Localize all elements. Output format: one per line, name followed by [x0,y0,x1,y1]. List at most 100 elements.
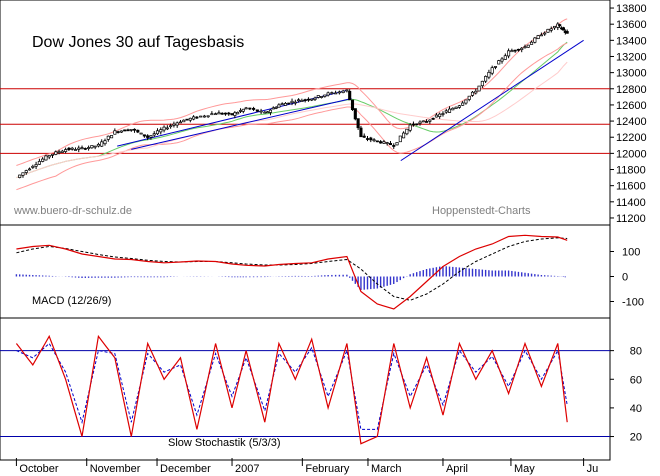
candle-body [188,117,192,121]
candle-body [266,111,270,114]
x-tick-label: March [371,463,402,475]
candle-body [447,108,452,113]
candle-body [415,123,419,126]
candle-body [202,115,206,118]
candle-body [41,158,45,162]
candle-body [530,41,534,45]
candle-body [195,116,199,119]
candle-body [438,113,442,117]
stochastic-label: Slow Stochastik (5/3/3) [168,437,281,449]
candle-body [510,50,514,53]
candle-body [96,144,100,147]
candle-body [248,107,252,110]
candle-body [330,92,334,94]
candle-body [431,118,435,120]
candle-body [467,95,471,100]
macd-lines [16,234,568,310]
candle-body [441,113,445,115]
price-tick-label: 13000 [616,68,647,80]
x-axis-labels: October November December 2007 February March… [15,458,598,475]
macd-y-ticks: 100 0 -100 [610,247,644,309]
candle-body [297,99,301,102]
candle-body [34,164,38,167]
candle-body [543,32,547,35]
candle-body [233,112,237,116]
candle-body [345,89,349,92]
candle-body [310,98,314,101]
candle-body [365,138,370,140]
x-tick-label: October [19,463,58,475]
candle-body [259,110,263,113]
candle-body [350,99,355,110]
candle-body [313,97,317,100]
candle-body [230,113,234,116]
candle-body [418,121,422,124]
candle-body [244,107,248,110]
price-tick-label: 13800 [616,3,647,15]
macd-label: MACD (12/26/9) [32,295,111,307]
candle-body [119,130,123,133]
candle-body [159,129,163,133]
candle-body [283,102,288,106]
candle-body [132,128,137,131]
chart-title: Dow Jones 30 auf Tagesbasis [32,34,244,51]
stoch-k-line [15,334,568,445]
candle-body [337,91,341,94]
candle-body [484,76,488,82]
price-tick-label: 11400 [616,197,646,209]
candle-body [552,25,557,29]
stochastic-lines [15,334,568,445]
price-tick-label: 11600 [616,181,646,193]
price-tick-label: 12800 [616,84,647,96]
candle-body [142,134,146,137]
candle-body [100,141,104,147]
candle-body [565,31,569,34]
source-left: www.buero-dr-schulz.de [13,205,132,217]
candle-body [169,125,173,128]
candle-body [136,129,140,133]
candle-body [334,92,338,95]
candle-body [392,145,396,147]
macd-tick-label: 0 [622,272,628,284]
candle-body [263,111,267,114]
candle-body [493,66,498,68]
candle-body [64,149,68,152]
candle-body [425,121,429,123]
candle-body [178,121,183,124]
candle-body [362,135,366,138]
candle-body [434,114,438,118]
candle-body [500,58,504,62]
candle-body [214,113,218,116]
x-tick-label: 2007 [235,463,259,475]
candle-body [444,110,448,113]
candle-body [326,92,330,96]
candle-body [165,127,169,130]
ma-upper-band [16,18,568,166]
candle-body [93,145,97,148]
candle-body [546,28,550,33]
candle-body [323,94,327,97]
macd-tick-label: 100 [622,247,640,259]
candle-body [408,124,412,131]
candle-body [405,128,409,135]
macd-signal-line [16,237,568,301]
candle-body [520,47,524,51]
candle-body [293,101,297,104]
candle-body [341,90,345,93]
candle-body [31,165,35,168]
candle-body [369,137,373,141]
candle-body [421,120,425,123]
candle-body [152,133,156,136]
candle-body [18,174,22,178]
price-moving-averages [16,18,568,191]
candle-body [236,112,240,115]
x-tick-label: November [90,463,141,475]
candle-body [27,168,32,171]
candle-body [477,85,481,92]
price-tick-label: 12600 [616,100,647,112]
candle-body [402,132,406,139]
candle-body [372,139,376,142]
candle-body [54,151,58,155]
x-tick-label: December [160,463,211,475]
